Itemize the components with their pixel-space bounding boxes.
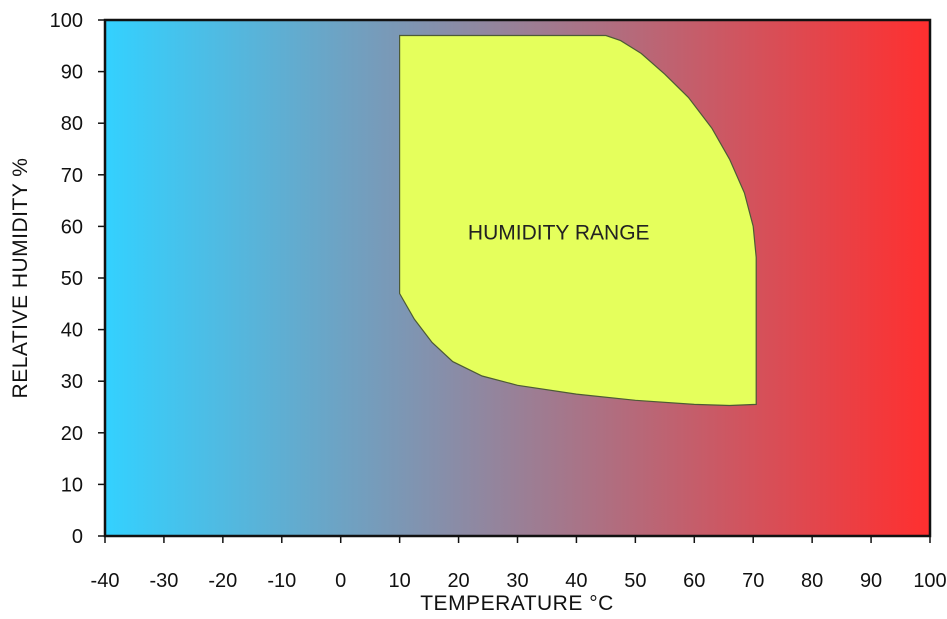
x-tick-label: -20 [208, 570, 237, 592]
humidity-range-label: HUMIDITY RANGE [468, 222, 650, 245]
y-tick-label: 90 [61, 62, 83, 84]
y-tick-label: 10 [61, 474, 83, 496]
y-tick-label: 20 [61, 423, 83, 445]
humidity-range-region-group: HUMIDITY RANGE [399, 34, 757, 407]
x-tick-label: 100 [913, 570, 946, 592]
y-tick-label: 60 [61, 216, 83, 238]
x-tick-label: 20 [447, 570, 469, 592]
x-axis-ticks: -40 -30 -20 -10 0 10 20 30 40 50 60 70 80 90 100 [91, 536, 947, 592]
x-axis-title: TEMPERATURE °C [420, 592, 614, 615]
y-axis-title: RELATIVE HUMIDITY % [9, 158, 32, 399]
y-axis-ticks: 0 10 20 30 40 50 60 70 80 90 100 [50, 10, 105, 548]
x-tick-label: -40 [91, 570, 120, 592]
x-tick-label: 80 [801, 570, 823, 592]
x-tick-label: 60 [683, 570, 705, 592]
x-tick-label: 30 [506, 570, 528, 592]
x-tick-label: 90 [860, 570, 882, 592]
y-tick-label: 30 [61, 371, 83, 393]
x-tick-label: -30 [149, 570, 178, 592]
x-tick-label: 70 [742, 570, 764, 592]
x-tick-label: 40 [565, 570, 587, 592]
x-tick-label: 0 [335, 570, 346, 592]
y-tick-label: 100 [50, 10, 83, 32]
humidity-range-region [399, 34, 757, 407]
x-tick-label: 50 [624, 570, 646, 592]
y-tick-label: 80 [61, 113, 83, 135]
x-tick-label: -10 [267, 570, 296, 592]
y-tick-label: 0 [72, 526, 83, 548]
y-tick-label: 40 [61, 320, 83, 342]
y-tick-label: 70 [61, 165, 83, 187]
x-tick-label: 10 [389, 570, 411, 592]
y-tick-label: 50 [61, 268, 83, 290]
